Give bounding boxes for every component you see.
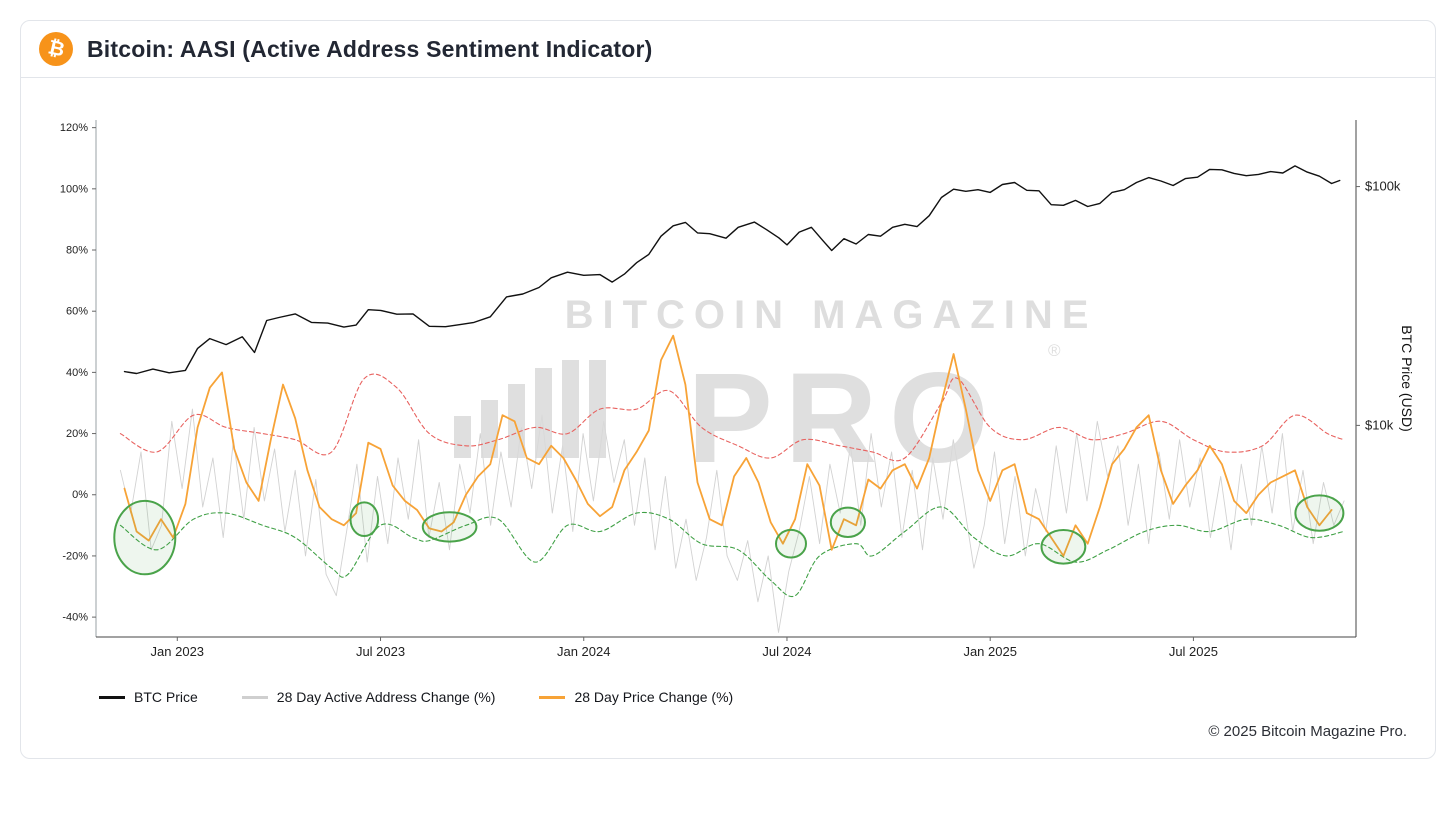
x-axis-tick-label: Jan 2025 xyxy=(963,644,1017,659)
lower-band-line xyxy=(119,506,1345,598)
price-change-line xyxy=(123,334,1333,557)
left-axis-tick-label: -40% xyxy=(62,612,88,624)
buy-signal-circle xyxy=(1040,529,1087,565)
aasi-chart-svg[interactable]: BITCOIN MAGAZINE PRO ® 120% 100% 80% 60% 40% 20%… xyxy=(56,110,1416,670)
left-axis-tick-label: 100% xyxy=(60,183,88,195)
bitcoin-glyph: ₿ xyxy=(45,35,67,62)
x-axis-tick-label: Jul 2025 xyxy=(1169,644,1218,659)
x-axis-tick-label: Jan 2023 xyxy=(151,644,205,659)
legend: BTC Price 28 Day Active Address Change (… xyxy=(99,689,1435,705)
buy-signal-circle xyxy=(775,528,807,559)
chart-card: ₿ Bitcoin: AASI (Active Address Sentimen… xyxy=(20,20,1436,759)
left-axis-tick-label: 0% xyxy=(72,489,88,501)
active-address-change-line xyxy=(119,408,1345,633)
x-axis-tick-label: Jul 2023 xyxy=(356,644,405,659)
x-axis-tick-label: Jan 2024 xyxy=(557,644,611,659)
right-axis-tick-label: $10k xyxy=(1365,417,1394,432)
legend-item-btc-price[interactable]: BTC Price xyxy=(99,689,198,705)
buy-signal-circle xyxy=(829,506,867,538)
left-axis-tick-label: 20% xyxy=(66,428,88,440)
upper-band-line xyxy=(119,373,1345,462)
watermark-text-line2: PRO xyxy=(687,347,1000,490)
bmp-logo-watermark: BITCOIN MAGAZINE PRO ® xyxy=(454,293,1098,490)
active-address-swatch xyxy=(241,695,268,699)
legend-item-price-change[interactable]: 28 Day Price Change (%) xyxy=(539,689,733,705)
legend-label-active-address: 28 Day Active Address Change (%) xyxy=(276,689,496,705)
x-axis-tick-label: Jul 2024 xyxy=(762,644,811,659)
page-title: Bitcoin: AASI (Active Address Sentiment … xyxy=(87,35,653,62)
left-axis-tick-label: 80% xyxy=(66,245,88,257)
legend-item-active-address-change[interactable]: 28 Day Active Address Change (%) xyxy=(241,689,496,705)
bitcoin-logo-icon: ₿ xyxy=(39,32,73,66)
btc-price-line xyxy=(123,165,1341,375)
left-axis-tick-label: 120% xyxy=(60,122,88,134)
legend-label-btc-price: BTC Price xyxy=(134,689,198,705)
btc-price-swatch xyxy=(99,695,125,699)
price-change-swatch xyxy=(539,695,566,699)
left-axis-tick-label: -20% xyxy=(62,550,88,562)
copyright: © 2025 Bitcoin Magazine Pro. xyxy=(1208,723,1407,740)
watermark-text-line1: BITCOIN MAGAZINE xyxy=(565,293,1098,337)
left-axis-tick-label: 40% xyxy=(66,367,88,379)
buy-signal-circle xyxy=(1294,494,1345,532)
card-header: ₿ Bitcoin: AASI (Active Address Sentimen… xyxy=(21,21,1435,78)
buy-signal-circle xyxy=(113,499,177,576)
right-axis-tick-label: $100k xyxy=(1365,179,1401,194)
registered-mark-icon: ® xyxy=(1048,341,1061,360)
left-axis-tick-label: 60% xyxy=(66,306,88,318)
right-axis-title: BTC Price (USD) xyxy=(1399,325,1415,432)
chart-area: BITCOIN MAGAZINE PRO ® 120% 100% 80% 60% 40% 20%… xyxy=(21,78,1435,675)
legend-label-price-change: 28 Day Price Change (%) xyxy=(574,689,734,705)
buy-signal-circle xyxy=(349,501,380,538)
buy-signal-circle xyxy=(421,511,478,543)
